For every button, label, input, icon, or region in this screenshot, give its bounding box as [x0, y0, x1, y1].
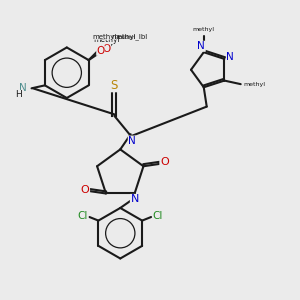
- Text: N: N: [197, 41, 205, 51]
- Text: methyl: methyl: [93, 35, 120, 44]
- Text: N: N: [226, 52, 234, 61]
- Text: methyl: methyl: [92, 34, 117, 40]
- Text: O: O: [160, 158, 169, 167]
- Text: S: S: [111, 79, 118, 92]
- Text: O: O: [81, 184, 89, 195]
- Text: Cl: Cl: [77, 211, 88, 220]
- Text: methyl: methyl: [193, 26, 215, 32]
- Text: O: O: [96, 46, 105, 56]
- Text: methyl: methyl: [244, 82, 266, 87]
- Text: H: H: [15, 90, 22, 99]
- Text: N: N: [19, 83, 26, 93]
- Text: Cl: Cl: [153, 211, 163, 220]
- Text: N: N: [130, 194, 139, 204]
- Text: N: N: [128, 136, 136, 146]
- Text: methyl_lbl: methyl_lbl: [111, 34, 147, 40]
- Text: methyl: methyl: [116, 35, 136, 40]
- Text: O: O: [102, 44, 111, 54]
